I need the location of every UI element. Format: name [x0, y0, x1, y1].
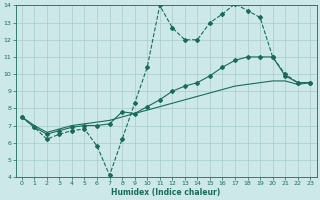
X-axis label: Humidex (Indice chaleur): Humidex (Indice chaleur): [111, 188, 221, 197]
